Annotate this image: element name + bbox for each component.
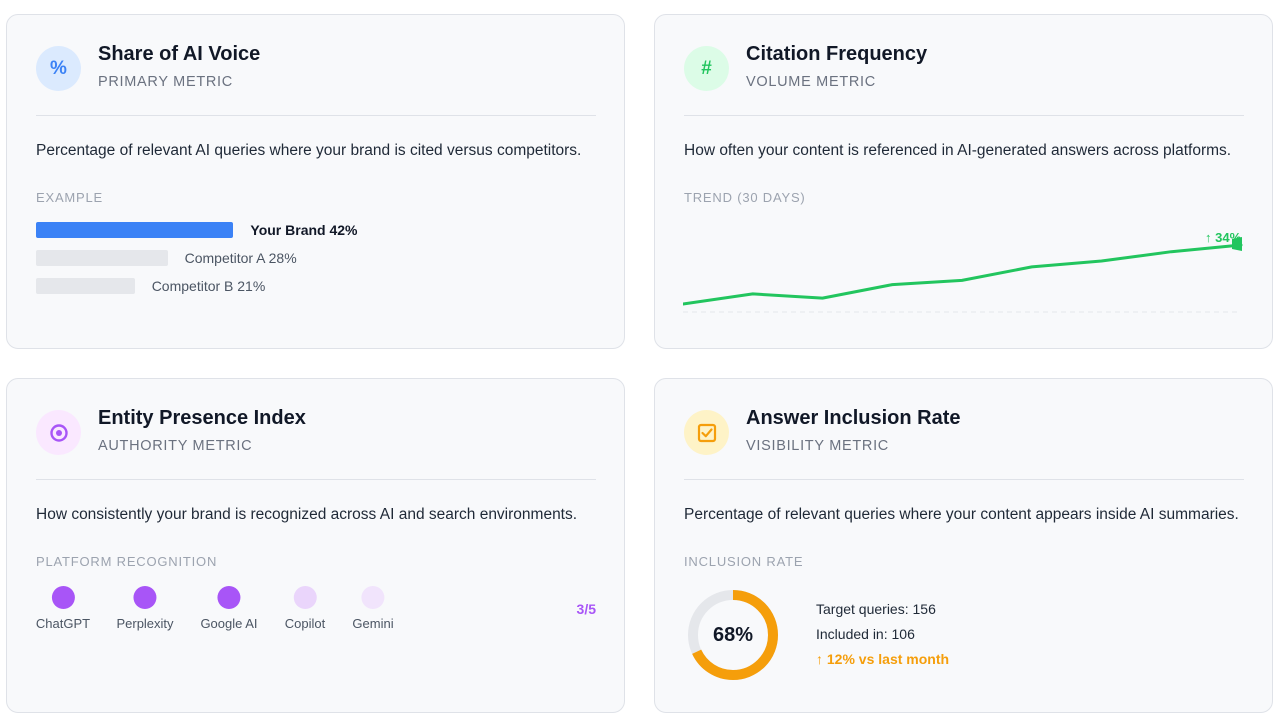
card-subtitle: AUTHORITY METRIC: [98, 438, 253, 454]
card-title: Answer Inclusion Rate: [746, 407, 961, 429]
platform-copilot: Copilot: [285, 586, 325, 631]
donut-progress: [688, 590, 778, 680]
percent-icon: %: [36, 46, 81, 91]
bar-label: Your Brand 42%: [250, 222, 358, 238]
platform-google-ai: Google AI: [200, 586, 258, 631]
bar-row-competitor-b: Competitor B 21%: [36, 278, 265, 294]
entity-presence-index-card: Entity Presence Index AUTHORITY METRIC H…: [6, 378, 625, 713]
hash-icon: #: [684, 46, 729, 91]
recognition-dot: [217, 586, 241, 609]
platform-chatgpt: ChatGPT: [36, 586, 90, 631]
citation-frequency-card: # Citation Frequency VOLUME METRIC How o…: [654, 14, 1273, 349]
platform-label: ChatGPT: [35, 616, 91, 631]
card-title: Citation Frequency: [746, 43, 928, 65]
recognition-dot: [293, 586, 317, 609]
recognition-dot: [51, 586, 75, 609]
answer-inclusion-rate-card: Answer Inclusion Rate VISIBILITY METRIC …: [654, 378, 1273, 713]
card-description: Percentage of relevant queries where you…: [684, 506, 1239, 523]
card-description: How consistently your brand is recognize…: [36, 506, 578, 523]
section-label: PLATFORM RECOGNITION: [36, 554, 218, 569]
divider: [684, 479, 1244, 480]
included-in: Included in: 106: [816, 626, 915, 642]
platform-label: Google AI: [200, 616, 258, 631]
checkbox-icon: [684, 410, 729, 455]
card-title: Share of AI Voice: [98, 43, 261, 65]
bar-row-your-brand: Your Brand 42%: [36, 222, 358, 238]
divider: [684, 115, 1244, 116]
recognition-dot: [361, 586, 385, 609]
platform-label: Gemini: [352, 616, 394, 631]
target-icon: [36, 410, 81, 455]
share-of-ai-voice-card: % Share of AI Voice PRIMARY METRIC Perce…: [6, 14, 625, 349]
recognition-dot: [133, 586, 157, 609]
recognition-score: 3/5: [576, 601, 596, 617]
trend-line: [683, 243, 1243, 306]
bar-competitor-b: [36, 278, 135, 294]
card-subtitle: VISIBILITY METRIC: [746, 438, 889, 454]
trend-arrow-head: [1232, 237, 1242, 251]
bar-competitor-a: [36, 250, 168, 266]
section-label: TREND (30 DAYS): [684, 190, 806, 205]
section-label: EXAMPLE: [36, 190, 104, 205]
card-subtitle: PRIMARY METRIC: [98, 74, 233, 90]
inclusion-rate-value: 68%: [712, 623, 754, 646]
divider: [36, 479, 596, 480]
platform-gemini: Gemini: [352, 586, 394, 631]
bar-row-competitor-a: Competitor A 28%: [36, 250, 297, 266]
section-label: INCLUSION RATE: [684, 554, 804, 569]
inclusion-stats: Target queries: 156 Included in: 106 ↑ 1…: [816, 601, 949, 676]
inclusion-donut: [688, 590, 778, 680]
bar-label: Competitor A 28%: [184, 250, 297, 266]
trend-chart: ↑ 34%: [683, 230, 1243, 313]
card-description: How often your content is referenced in …: [684, 142, 1232, 159]
bar-your-brand: [36, 222, 234, 238]
target-queries: Target queries: 156: [816, 601, 936, 617]
bar-label: Competitor B 21%: [151, 278, 266, 294]
card-description: Percentage of relevant AI queries where …: [36, 142, 582, 159]
card-title: Entity Presence Index: [98, 407, 306, 429]
platform-label: Copilot: [284, 616, 326, 631]
card-subtitle: VOLUME METRIC: [746, 74, 876, 90]
divider: [36, 115, 596, 116]
trend-badge: ↑ 34%: [1205, 230, 1242, 245]
platform-perplexity: Perplexity: [116, 586, 174, 631]
platform-label: Perplexity: [116, 616, 174, 631]
delta-vs-last-month: ↑ 12% vs last month: [816, 651, 950, 667]
platform-list: ChatGPT Perplexity Google AI Copilot Gem…: [36, 586, 576, 636]
